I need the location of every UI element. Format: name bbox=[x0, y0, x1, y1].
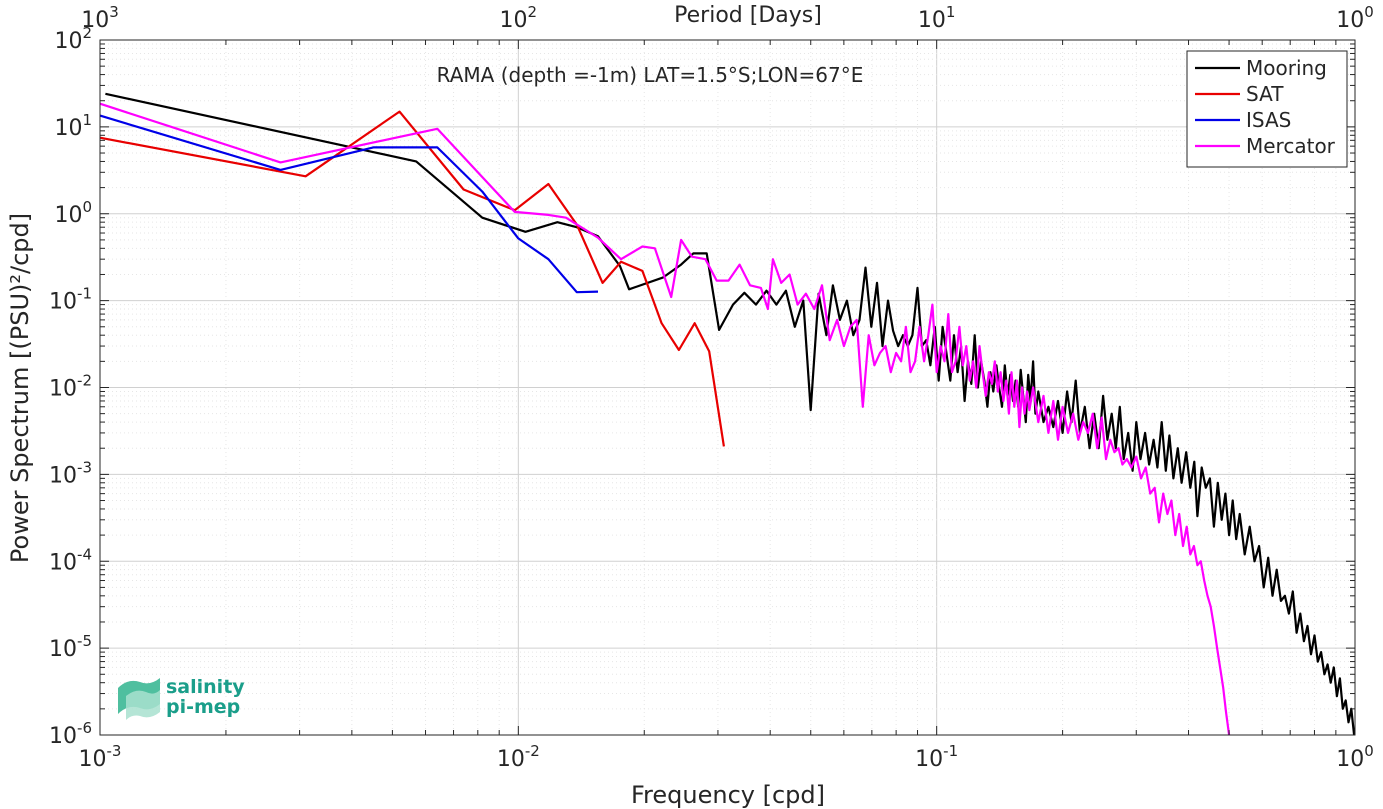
y-tick-label: 10-3 bbox=[49, 458, 92, 488]
x2-axis-label: Period [Days] bbox=[674, 3, 822, 28]
series-line-mercator bbox=[99, 102, 1231, 736]
legend-label-sat: SAT bbox=[1246, 82, 1284, 106]
x-axis-label: Frequency [cpd] bbox=[631, 781, 825, 809]
y-tick-label: 10-1 bbox=[49, 285, 92, 315]
y-tick-label: 10-6 bbox=[49, 719, 92, 749]
x2-tick-label: 100 bbox=[1336, 3, 1374, 33]
salinity-pi-mep-logo: salinity pi-mep bbox=[118, 676, 245, 720]
series-line-sat bbox=[99, 110, 725, 447]
x-tick-label: 10-2 bbox=[497, 742, 540, 772]
x2-tick-label: 102 bbox=[500, 3, 538, 33]
chart-title: RAMA (depth =-1m) LAT=1.5°S;LON=67°E bbox=[437, 63, 864, 87]
x-tick-label: 10-3 bbox=[79, 742, 122, 772]
legend-label-isas: ISAS bbox=[1246, 108, 1291, 132]
legend-box bbox=[1186, 50, 1348, 168]
y-tick-label: 10-4 bbox=[49, 545, 92, 575]
x-tick-label: 100 bbox=[1336, 742, 1374, 772]
y-tick-label: 10-2 bbox=[49, 372, 92, 402]
y-tick-label: 102 bbox=[54, 24, 92, 54]
x2-tick-label: 101 bbox=[918, 3, 956, 33]
y-tick-label: 101 bbox=[54, 111, 92, 141]
x2-tick-label: 103 bbox=[81, 3, 119, 33]
legend-label-mercator: Mercator bbox=[1246, 134, 1336, 158]
logo-text-line2: pi-mep bbox=[166, 696, 240, 718]
x-tick-label: 10-1 bbox=[915, 742, 958, 772]
logo-wave-mark-2 bbox=[126, 690, 160, 720]
y-tick-label: 10-5 bbox=[49, 632, 92, 662]
y-tick-label: 100 bbox=[54, 198, 92, 228]
y-axis-label: Power Spectrum [(PSU)²/cpd] bbox=[6, 213, 34, 563]
logo-text-line1: salinity bbox=[166, 676, 245, 698]
ticks bbox=[99, 40, 1355, 736]
legend-label-mooring: Mooring bbox=[1246, 56, 1327, 80]
series-lines bbox=[99, 92, 1356, 736]
series-line-isas bbox=[99, 114, 599, 294]
